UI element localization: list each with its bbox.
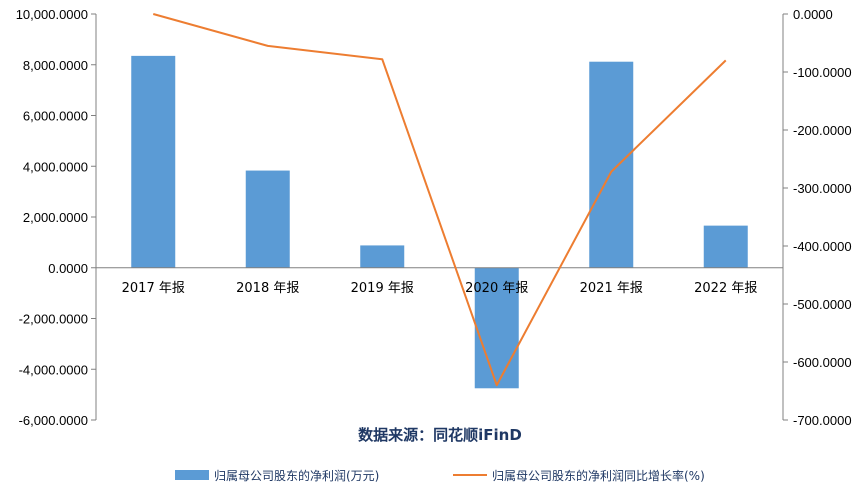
left-tick-label: 4,000.0000 — [23, 159, 88, 174]
right-tick-label: -700.0000 — [793, 413, 852, 428]
bar-series-net-profit — [131, 55, 748, 389]
right-tick-label: -600.0000 — [793, 355, 852, 370]
legend-label-line: 归属母公司股东的净利润同比增长率(%) — [492, 468, 705, 483]
bar — [474, 267, 519, 389]
category-label: 2019 年报 — [351, 281, 414, 296]
right-tick-label: -500.0000 — [793, 297, 852, 312]
right-tick-label: -400.0000 — [793, 239, 852, 254]
bar — [245, 170, 290, 268]
legend-swatch-bar — [175, 470, 209, 480]
category-tick-labels: 2017 年报 2018 年报 2019 年报 2020 年报 2021 年报 2022 … — [122, 281, 758, 296]
left-tick-label: 10,000.0000 — [16, 7, 88, 22]
source-note: 数据来源：同花顺iFinD — [358, 426, 522, 444]
category-label: 2018 年报 — [236, 281, 299, 296]
category-label: 2021 年报 — [580, 281, 643, 296]
right-tick-label: -100.0000 — [793, 65, 852, 80]
right-tick-label: -300.0000 — [793, 181, 852, 196]
left-tick-label: -2,000.0000 — [19, 312, 88, 327]
left-tick-label: 6,000.0000 — [23, 109, 88, 124]
left-tick-label: 8,000.0000 — [23, 58, 88, 73]
legend-label-bar: 归属母公司股东的净利润(万元) — [214, 468, 379, 483]
category-label: 2022 年报 — [694, 281, 757, 296]
bar — [131, 55, 176, 268]
right-tick-label: 0.0000 — [793, 7, 833, 22]
line-series-growth-rate — [152, 13, 727, 387]
bar — [703, 225, 748, 268]
right-axis-tick-labels: -700.0000 -600.0000 -500.0000 -400.0000 -300… — [783, 7, 852, 428]
bar — [360, 245, 405, 268]
bar — [589, 61, 634, 268]
right-tick-label: -200.0000 — [793, 123, 852, 138]
left-tick-label: 2,000.0000 — [23, 210, 88, 225]
legend: 归属母公司股东的净利润(万元) 归属母公司股东的净利润同比增长率(%) — [175, 468, 705, 483]
left-tick-label: -6,000.0000 — [19, 413, 88, 428]
category-label: 2020 年报 — [465, 281, 528, 296]
growth-line — [152, 13, 727, 387]
left-tick-label: -4,000.0000 — [19, 362, 88, 377]
left-tick-label: 0.0000 — [48, 261, 88, 276]
category-label: 2017 年报 — [122, 281, 185, 296]
left-axis-tick-labels: -6,000.0000 -4,000.0000 -2,000.0000 0.0000 2… — [16, 7, 96, 428]
chart-axes — [95, 14, 784, 420]
